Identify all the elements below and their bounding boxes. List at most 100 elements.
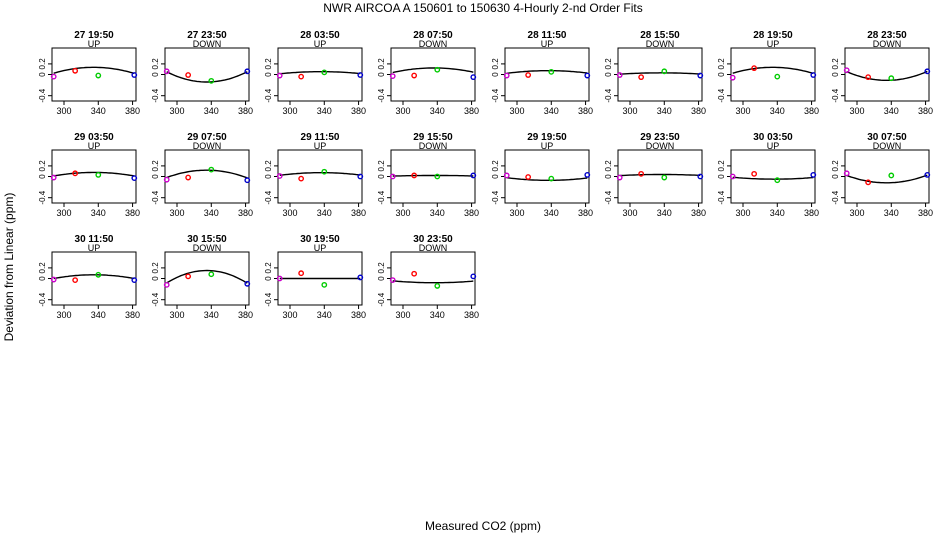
- data-point: [72, 67, 79, 74]
- panel-direction-label: DOWN: [419, 243, 448, 253]
- data-point: [298, 73, 305, 80]
- x-tick-label: 300: [282, 208, 297, 218]
- panel-direction-label: UP: [88, 39, 101, 49]
- panel-time-label: 29 19:50: [527, 132, 567, 143]
- x-tick-label: 380: [351, 310, 366, 320]
- y-tick-label: 0.2: [491, 160, 500, 172]
- data-point: [503, 72, 510, 79]
- x-tick-label: 340: [657, 208, 672, 218]
- data-point: [321, 168, 328, 175]
- data-point: [208, 166, 215, 173]
- fit-curve: [392, 280, 474, 284]
- x-tick-label: 380: [238, 106, 253, 116]
- data-point: [729, 74, 736, 81]
- data-point: [616, 72, 623, 78]
- data-point: [810, 72, 817, 78]
- data-point: [244, 280, 251, 287]
- x-tick-label: 300: [56, 208, 71, 218]
- data-point: [584, 172, 591, 178]
- data-point: [843, 67, 850, 74]
- panel-time-label: 28 03:50: [300, 30, 340, 41]
- y-tick-label: 0: [377, 276, 386, 281]
- x-tick-label: 340: [204, 106, 219, 116]
- data-point: [276, 72, 283, 79]
- panel-frame: [844, 47, 930, 102]
- x-tick-label: 300: [622, 208, 637, 218]
- x-tick-label: 340: [430, 310, 445, 320]
- data-point: [924, 68, 931, 75]
- y-tick-label: 0.2: [264, 262, 273, 274]
- y-tick-label: 0: [491, 72, 500, 77]
- x-tick-label: 340: [317, 208, 332, 218]
- y-tick-label: 0.2: [377, 262, 386, 274]
- panel-time-label: 28 15:50: [640, 30, 680, 41]
- fit-curve: [732, 176, 814, 180]
- panel-direction-label: UP: [767, 39, 780, 49]
- x-tick-label: 340: [91, 106, 106, 116]
- x-tick-label: 380: [464, 106, 479, 116]
- panel-time-label: 28 07:50: [413, 30, 453, 41]
- data-point: [163, 281, 170, 288]
- data-point: [888, 172, 895, 179]
- y-tick-label: 0.2: [38, 160, 47, 172]
- data-point: [321, 69, 328, 76]
- data-point: [616, 174, 623, 181]
- x-tick-label: 340: [91, 310, 106, 320]
- panel-direction-label: DOWN: [646, 141, 675, 151]
- fit-curve: [53, 66, 135, 75]
- data-point: [185, 174, 192, 181]
- y-tick-label: 0: [491, 174, 500, 179]
- panel-direction-label: UP: [541, 39, 554, 49]
- y-tick-label: 0.2: [831, 160, 840, 172]
- x-tick-label: 380: [351, 208, 366, 218]
- data-point: [95, 72, 102, 79]
- panel-frame: [617, 47, 703, 102]
- data-point: [276, 173, 283, 179]
- data-point: [50, 276, 57, 283]
- y-tick-label: 0: [264, 174, 273, 179]
- x-tick-label: 300: [282, 106, 297, 116]
- panel-direction-label: DOWN: [873, 141, 902, 151]
- panel-time-label: 28 11:50: [528, 30, 567, 41]
- panel-frame: [617, 149, 703, 204]
- panel-frame: [390, 251, 476, 306]
- data-point: [321, 281, 328, 288]
- y-tick-label: -0.4: [264, 88, 273, 102]
- fit-curve: [166, 169, 248, 179]
- data-point: [357, 72, 364, 78]
- panel-direction-label: UP: [88, 141, 101, 151]
- x-tick-label: 340: [430, 106, 445, 116]
- y-tick-label: -0.4: [377, 88, 386, 102]
- data-point: [298, 270, 305, 277]
- fit-curve: [53, 171, 135, 177]
- data-point: [411, 172, 418, 179]
- x-tick-label: 380: [464, 310, 479, 320]
- data-point: [208, 271, 215, 278]
- x-tick-label: 380: [691, 106, 706, 116]
- fit-curve: [53, 274, 135, 280]
- data-point: [411, 72, 418, 79]
- data-point: [185, 72, 192, 78]
- panel-time-label: 29 03:50: [74, 132, 114, 143]
- y-tick-label: -0.4: [831, 190, 840, 204]
- y-tick-label: -0.4: [151, 88, 160, 102]
- panel-frame: [730, 149, 816, 204]
- y-tick-label: 0: [264, 276, 273, 281]
- x-tick-label: 300: [282, 310, 297, 320]
- panel-time-label: 30 23:50: [413, 234, 453, 245]
- x-tick-label: 340: [770, 106, 785, 116]
- data-point: [503, 172, 510, 179]
- main-title: NWR AIRCOA A 150601 to 150630 4-Hourly 2…: [323, 1, 643, 15]
- x-tick-label: 340: [884, 208, 899, 218]
- x-tick-label: 340: [544, 106, 559, 116]
- fit-curve: [732, 66, 814, 75]
- data-point: [865, 179, 872, 186]
